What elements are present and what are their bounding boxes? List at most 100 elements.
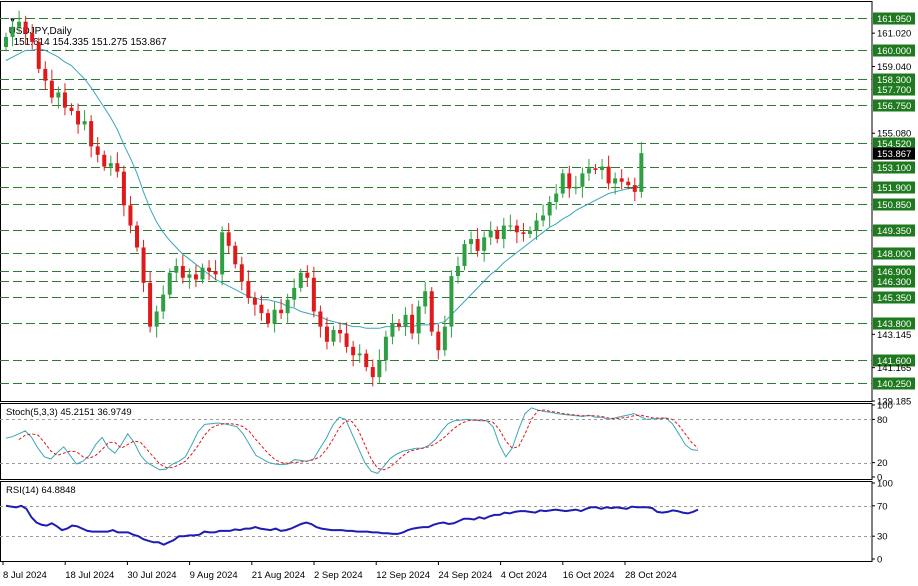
candle-body: [62, 92, 67, 108]
candle-body: [141, 247, 146, 283]
time-tick-label: 24 Sep 2024: [438, 570, 492, 581]
candle-body: [193, 274, 198, 280]
level-label: 146.900: [877, 267, 911, 278]
candle-body: [279, 309, 284, 314]
candle-body: [272, 309, 277, 324]
price-tick-label: 159.040: [877, 62, 911, 73]
candle-body: [102, 154, 107, 167]
time-axis: 8 Jul 2024 18 Jul 2024 30 Jul 2024 9 Aug 20…: [2, 561, 677, 581]
level-label-bg: [873, 44, 915, 57]
candle-body: [449, 276, 454, 327]
candle-body: [108, 163, 113, 167]
candle-body: [534, 220, 539, 231]
candle-body: [495, 230, 500, 240]
level-label-bg: [873, 137, 915, 150]
level-label: 140.250: [877, 379, 911, 390]
candle-body: [580, 173, 585, 187]
candle-body: [95, 146, 100, 155]
level-label-bg: [873, 198, 915, 211]
osc-tick-label: 20: [877, 458, 888, 469]
level-label-bg: [873, 73, 915, 86]
price-tick-label: 161.020: [877, 29, 911, 40]
level-label: 141.600: [877, 356, 911, 367]
candle-body: [246, 281, 251, 298]
candle-body: [233, 245, 238, 265]
price-tick-label: 139.185: [877, 397, 911, 408]
candle-body: [187, 274, 192, 278]
candle-body: [573, 186, 578, 189]
level-label-bg: [873, 161, 915, 174]
time-tick-label: 16 Oct 2024: [563, 570, 615, 581]
candle-body: [626, 181, 631, 186]
time-tick-label: 4 Oct 2024: [501, 570, 547, 581]
candle-body: [390, 323, 395, 337]
candle-body: [567, 173, 572, 189]
candle-body: [521, 232, 526, 234]
candle-body: [220, 232, 225, 275]
level-label: 157.700: [877, 85, 911, 96]
level-label-bg: [873, 181, 915, 194]
candle-body: [121, 171, 126, 206]
candle-body: [331, 329, 336, 342]
osc-series-line: [5, 504, 699, 546]
candle-body: [17, 21, 22, 27]
osc-title: RSI(14) 64.8848: [6, 485, 76, 496]
candle-body: [213, 271, 218, 275]
candle-body: [442, 326, 447, 351]
ohlc-readout: 151.614 154.335 151.275 153.867: [13, 37, 167, 48]
candle-body: [324, 326, 329, 342]
candle-body: [318, 311, 323, 327]
candle-body: [252, 297, 257, 305]
candle-body: [613, 178, 618, 184]
level-label-bg: [873, 265, 915, 278]
level-label-bg: [873, 354, 915, 367]
pane-frame: [0, 1, 873, 402]
candle-body: [259, 304, 264, 314]
candle-body: [351, 346, 356, 356]
level-label: 151.900: [877, 183, 911, 194]
level-label: 160.000: [877, 46, 911, 57]
candle-body: [508, 225, 513, 227]
candle-body: [403, 314, 408, 327]
candle-body: [377, 360, 382, 378]
osc-series-line: [18, 409, 699, 471]
candle-body: [239, 264, 244, 282]
candle-body: [600, 166, 605, 170]
candle-body: [429, 291, 434, 332]
level-label: 146.300: [877, 277, 911, 288]
candle-body: [4, 36, 8, 47]
candle-body: [619, 178, 624, 182]
osc-series-line: [5, 407, 699, 474]
osc-tick-label: 30: [877, 532, 888, 543]
level-label: 143.800: [877, 319, 911, 330]
candle-body: [397, 323, 401, 327]
rsi-pane: 100 70 30 0 RSI(14) 64.8848: [0, 479, 893, 566]
candle-body: [338, 329, 343, 334]
level-label-bg: [873, 317, 915, 330]
candle-body: [30, 33, 35, 42]
candle-body: [593, 168, 598, 170]
level-label: 153.100: [877, 163, 911, 174]
pane-frame: [0, 481, 873, 562]
candle-body: [115, 163, 120, 172]
price-tick-label: 143.145: [877, 330, 911, 341]
candle-body: [82, 121, 87, 125]
candle-body: [475, 239, 480, 251]
candle-body: [639, 153, 644, 192]
moving-average-line: [5, 48, 642, 329]
candle-body: [161, 294, 166, 312]
candle-body: [49, 80, 54, 98]
candle-body: [344, 333, 349, 347]
osc-tick-label: 0: [877, 555, 882, 566]
price-tick-label: 155.080: [877, 129, 911, 140]
candle-body: [357, 353, 362, 356]
candle-body: [410, 314, 415, 334]
level-label: 161.950: [877, 14, 911, 25]
candle-body: [23, 21, 28, 34]
candle-body: [488, 230, 493, 238]
candle-body: [292, 287, 297, 300]
candle-body: [200, 267, 205, 280]
current-price-label: 153.867: [877, 149, 911, 160]
level-label: 158.300: [877, 75, 911, 86]
